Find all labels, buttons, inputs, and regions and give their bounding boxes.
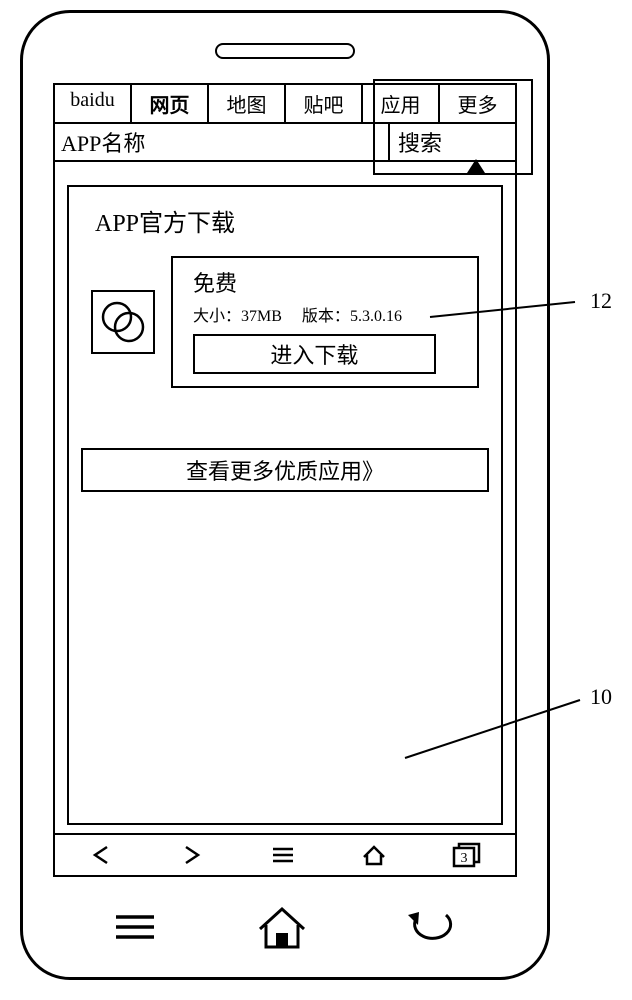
tabs-icon[interactable]: 3 — [451, 842, 483, 868]
system-home-icon[interactable] — [254, 903, 310, 951]
search-button[interactable]: 搜索 — [390, 124, 515, 160]
home-icon[interactable] — [360, 843, 388, 867]
svg-text:3: 3 — [461, 851, 468, 866]
app-result-row: 免费 大小：37MB 版本：5.3.0.16 进入下载 — [81, 256, 489, 388]
speaker-grille — [215, 43, 355, 59]
version-label: 版本： — [302, 308, 350, 325]
tab-more[interactable]: 更多 — [440, 85, 515, 122]
category-tabs: baidu 网页 地图 贴吧 应用 更多 — [55, 85, 515, 124]
price-label: 免费 — [193, 266, 457, 298]
overlapping-circles-icon — [99, 300, 147, 344]
tab-tieba[interactable]: 贴吧 — [286, 85, 363, 122]
result-title: APP官方下载 — [95, 203, 489, 238]
dropdown-arrow-icon — [467, 159, 485, 173]
tab-webpage[interactable]: 网页 — [132, 85, 209, 122]
size-value: 37MB — [241, 308, 282, 325]
phone-frame: baidu 网页 地图 贴吧 应用 更多 搜索 APP官方下载 免费 — [20, 10, 550, 980]
callout-10-leader — [405, 700, 595, 780]
download-button[interactable]: 进入下载 — [193, 334, 436, 374]
menu-icon[interactable] — [269, 843, 297, 867]
system-menu-icon[interactable] — [110, 907, 160, 947]
callout-10-label: 10 — [590, 684, 612, 710]
tab-app[interactable]: 应用 — [363, 85, 440, 122]
tab-map[interactable]: 地图 — [209, 85, 286, 122]
search-input[interactable] — [55, 124, 390, 160]
browser-navigation-bar: 3 — [55, 833, 515, 875]
more-apps-button[interactable]: 查看更多优质应用》 — [81, 448, 489, 492]
tab-baidu[interactable]: baidu — [55, 85, 132, 122]
forward-icon[interactable] — [178, 843, 206, 867]
app-icon — [91, 290, 155, 354]
system-navigation-bar — [63, 897, 507, 957]
back-icon[interactable] — [87, 843, 115, 867]
callout-12-label: 12 — [590, 288, 612, 314]
size-label: 大小： — [193, 308, 241, 325]
search-bar: 搜索 — [55, 124, 515, 162]
system-back-icon[interactable] — [404, 905, 460, 949]
app-meta: 大小：37MB 版本：5.3.0.16 — [193, 302, 457, 326]
version-value: 5.3.0.16 — [350, 308, 402, 325]
callout-12-leader — [430, 302, 600, 342]
